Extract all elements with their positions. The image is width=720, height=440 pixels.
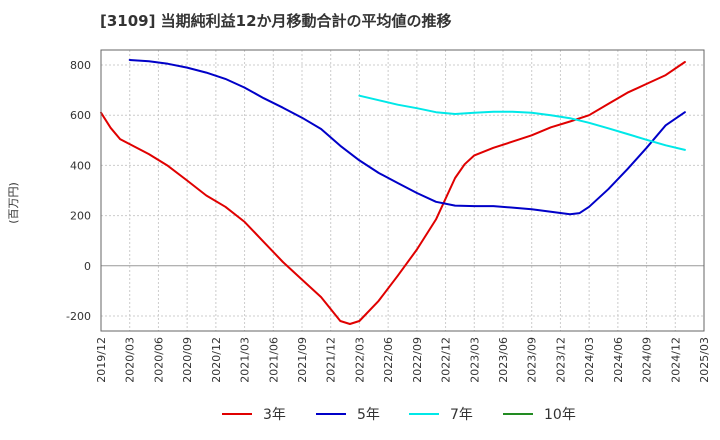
series-layer [100,59,686,325]
x-tick-label: 2022/09 [411,337,424,383]
chart-title: [3109] 当期純利益12か月移動合計の平均値の推移 [100,12,452,30]
legend-label: 5年 [357,407,380,423]
y-tick-label: 600 [70,109,91,122]
series-line-3年 [100,61,686,325]
legend-layer: 3年 5年 7年 10年 [222,407,576,423]
y-tick-label: 800 [70,59,91,72]
x-tick-label: 2020/12 [210,337,223,383]
y-tick-label: 400 [70,159,91,172]
x-tick-label: 2021/09 [296,337,309,383]
legend-label: 10年 [544,407,576,423]
x-tick-label: 2021/03 [239,337,252,383]
series-line-7年 [358,94,686,151]
x-tick-label: 2023/03 [468,337,481,383]
x-tick-label: 2020/09 [181,337,194,383]
x-tick-label: 2022/12 [440,337,453,383]
y-tick-label: -200 [66,310,91,323]
x-tick-label: 2023/06 [497,337,510,383]
x-tick-label: 2024/06 [612,337,625,383]
x-tick-label: 2020/06 [152,337,165,383]
x-tick-label: 2025/03 [698,337,711,383]
x-tick-label: 2024/12 [669,337,682,383]
x-tick-label: 2023/09 [526,337,539,383]
y-tick-label: 0 [84,260,91,273]
x-tick-label: 2021/06 [267,337,280,383]
grid-layer [100,50,705,331]
x-tick-label: 2023/12 [554,337,567,383]
legend-label: 3年 [263,407,286,423]
x-tick-label: 2020/03 [124,337,137,383]
x-tick-label: 2024/09 [641,337,654,383]
y-axis-label: (百万円) [7,182,20,224]
plot-frame [100,49,705,332]
legend-label: 7年 [450,407,473,423]
x-tick-label: 2024/03 [583,337,596,383]
x-tick-label: 2021/12 [325,337,338,383]
x-tick-label: 2022/06 [382,337,395,383]
series-line-5年 [128,59,686,216]
y-tick-label: 200 [70,210,91,223]
x-tick-label: 2022/03 [353,337,366,383]
axis-layer: -200 0 200 400 600 800 2019/12 2020/03 2020/06 20… [66,49,711,383]
x-tick-label: 2019/12 [95,337,108,383]
